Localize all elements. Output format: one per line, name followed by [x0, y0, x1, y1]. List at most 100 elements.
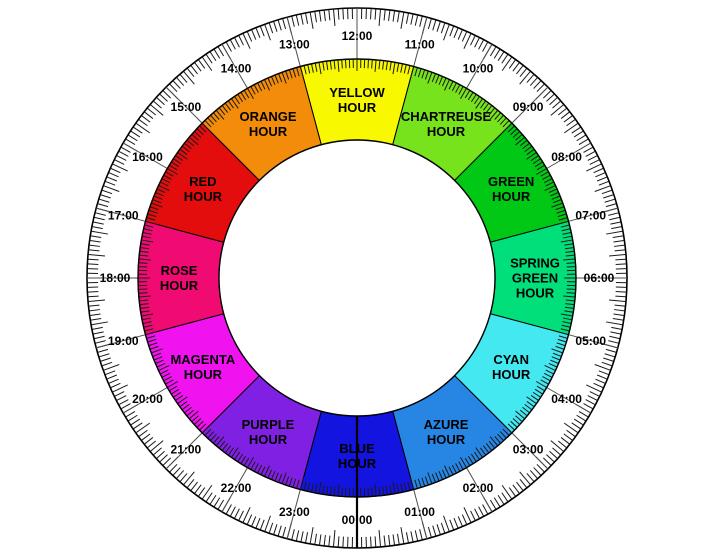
rim-tick — [88, 299, 106, 302]
color-ring-tick — [219, 440, 226, 449]
color-ring-tick — [199, 125, 207, 133]
color-ring-tick — [250, 461, 256, 470]
rim-tick — [105, 370, 116, 376]
color-ring-tick — [543, 372, 552, 378]
rim-tick — [463, 33, 472, 49]
color-ring-tick — [545, 181, 554, 187]
rim-tick — [461, 31, 468, 42]
color-ring-tick — [155, 359, 164, 364]
color-ring-tick — [199, 423, 207, 431]
rim-tick — [432, 20, 437, 31]
segment-label-magenta: MAGENTA — [170, 352, 235, 367]
rim-tick — [190, 481, 198, 491]
color-ring-tick — [485, 443, 492, 451]
rim-tick — [103, 185, 120, 192]
color-ring-tick — [563, 295, 575, 298]
color-ring-tick — [177, 152, 188, 160]
rim-tick — [589, 391, 600, 397]
rim-tick — [179, 74, 188, 83]
rim-tick — [414, 530, 419, 541]
time-label-2000: 20:00 — [132, 392, 163, 406]
color-ring-tick — [410, 477, 415, 490]
inner-circle — [218, 139, 496, 417]
rim-tick — [557, 440, 567, 448]
color-ring-tick — [565, 250, 574, 253]
color-ring-tick — [140, 306, 150, 309]
time-label-1100: 11:00 — [405, 37, 435, 51]
rim-tick — [611, 326, 622, 330]
rim-tick — [497, 494, 505, 505]
rim-tick — [282, 526, 287, 538]
color-ring-tick — [162, 372, 171, 378]
color-ring-tick — [519, 409, 528, 416]
rim-tick — [383, 535, 386, 547]
color-ring-tick — [271, 471, 276, 480]
rim-tick — [512, 484, 520, 494]
color-ring-tick — [142, 235, 151, 239]
rim-tick — [112, 163, 128, 172]
color-ring-tick — [510, 128, 518, 136]
color-ring-tick — [237, 94, 244, 103]
rim-tick — [305, 13, 309, 24]
segment-label-green: GREEN — [488, 174, 534, 189]
color-ring-tick — [556, 210, 565, 214]
color-ring-tick — [396, 63, 400, 72]
rim-tick — [291, 529, 295, 540]
color-ring-tick — [389, 62, 392, 71]
rim-tick — [374, 9, 377, 20]
rim-tick — [108, 172, 119, 178]
color-ring-tick — [499, 431, 507, 439]
color-ring-tick — [240, 92, 247, 101]
rim-tick — [482, 504, 489, 514]
color-ring-tick — [307, 482, 311, 492]
color-ring-tick — [396, 484, 400, 493]
rim-tick — [614, 304, 626, 307]
color-ring-tick — [555, 345, 564, 350]
rim-tick — [268, 23, 274, 34]
color-ring-tick — [274, 75, 279, 84]
rim-tick — [342, 8, 344, 20]
color-ring-tick — [165, 171, 174, 177]
color-ring-tick — [139, 295, 151, 298]
rim-tick — [97, 203, 109, 208]
rim-tick — [238, 510, 244, 521]
rim-tick — [608, 254, 626, 257]
color-ring-tick — [451, 464, 457, 473]
rim-tick — [89, 309, 100, 312]
rim-tick — [251, 29, 257, 40]
color-ring-tick — [435, 75, 440, 84]
color-ring-tick — [179, 401, 188, 407]
segment-label-azure: AZURE — [424, 417, 469, 432]
rim-tick — [609, 216, 620, 221]
rim-tick — [603, 357, 614, 362]
rim-tick — [512, 62, 520, 72]
color-ring-tick — [326, 61, 329, 71]
rim-tick — [300, 531, 304, 542]
color-ring-tick — [311, 64, 314, 73]
color-ring-tick — [165, 379, 174, 385]
hour-line — [568, 334, 618, 349]
color-ring-tick — [240, 455, 247, 464]
rim-tick — [100, 357, 111, 362]
rim-tick — [482, 42, 489, 52]
color-ring-tick — [292, 68, 297, 78]
rim-tick — [242, 33, 251, 49]
time-label-2100: 21:00 — [171, 442, 202, 456]
color-ring-tick — [204, 428, 212, 436]
segment-label-azure: HOUR — [427, 432, 466, 447]
rim-tick — [449, 26, 455, 37]
rim-tick — [374, 536, 377, 547]
rim-tick — [133, 422, 143, 430]
rim-tick — [573, 418, 584, 426]
color-ring-tick — [524, 146, 532, 153]
rim-tick — [533, 80, 542, 89]
color-ring-tick — [182, 146, 190, 153]
rim-tick — [121, 403, 131, 410]
color-ring-tick — [314, 484, 318, 493]
rim-tick — [614, 249, 626, 252]
rim-tick — [526, 473, 535, 482]
color-ring-tick — [299, 477, 304, 490]
hour-line — [466, 467, 493, 513]
color-ring-tick — [371, 487, 373, 497]
color-ring-tick — [558, 217, 568, 221]
